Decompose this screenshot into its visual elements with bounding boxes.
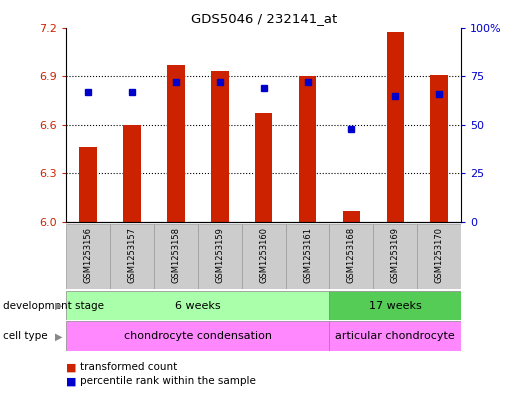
Bar [80, 147, 97, 222]
Bar [330, 291, 461, 320]
Text: transformed count: transformed count [80, 362, 176, 373]
Bar [66, 321, 330, 351]
Text: GSM1253161: GSM1253161 [303, 227, 312, 283]
Text: development stage: development stage [3, 301, 104, 311]
Bar [123, 125, 141, 222]
Bar [211, 71, 228, 222]
Bar [330, 321, 461, 351]
Text: GSM1253170: GSM1253170 [435, 227, 444, 283]
Text: 17 weeks: 17 weeks [369, 301, 422, 310]
Text: chondrocyte condensation: chondrocyte condensation [124, 331, 272, 341]
Text: articular chondrocyte: articular chondrocyte [335, 331, 455, 341]
Text: GSM1253160: GSM1253160 [259, 227, 268, 283]
Bar [198, 224, 242, 289]
Bar [386, 32, 404, 222]
Text: GSM1253159: GSM1253159 [215, 227, 224, 283]
Text: GSM1253157: GSM1253157 [128, 227, 137, 283]
Bar [430, 75, 448, 222]
Text: 6 weeks: 6 weeks [175, 301, 220, 310]
Bar [342, 211, 360, 222]
Bar [242, 224, 286, 289]
Text: ■: ■ [66, 376, 77, 386]
Text: ▶: ▶ [55, 301, 63, 311]
Bar [330, 224, 373, 289]
Bar [110, 224, 154, 289]
Bar [154, 224, 198, 289]
Text: GSM1253156: GSM1253156 [84, 227, 93, 283]
Title: GDS5046 / 232141_at: GDS5046 / 232141_at [191, 12, 337, 25]
Bar [167, 65, 184, 222]
Bar [66, 291, 330, 320]
Text: GSM1253168: GSM1253168 [347, 227, 356, 283]
Text: GSM1253169: GSM1253169 [391, 227, 400, 283]
Bar [286, 224, 330, 289]
Bar [373, 224, 417, 289]
Text: ■: ■ [66, 362, 77, 373]
Bar [255, 114, 272, 222]
Text: percentile rank within the sample: percentile rank within the sample [80, 376, 255, 386]
Text: GSM1253158: GSM1253158 [171, 227, 180, 283]
Text: cell type: cell type [3, 331, 47, 342]
Bar [66, 224, 110, 289]
Text: ▶: ▶ [55, 331, 63, 342]
Bar [299, 76, 316, 222]
Bar [417, 224, 461, 289]
